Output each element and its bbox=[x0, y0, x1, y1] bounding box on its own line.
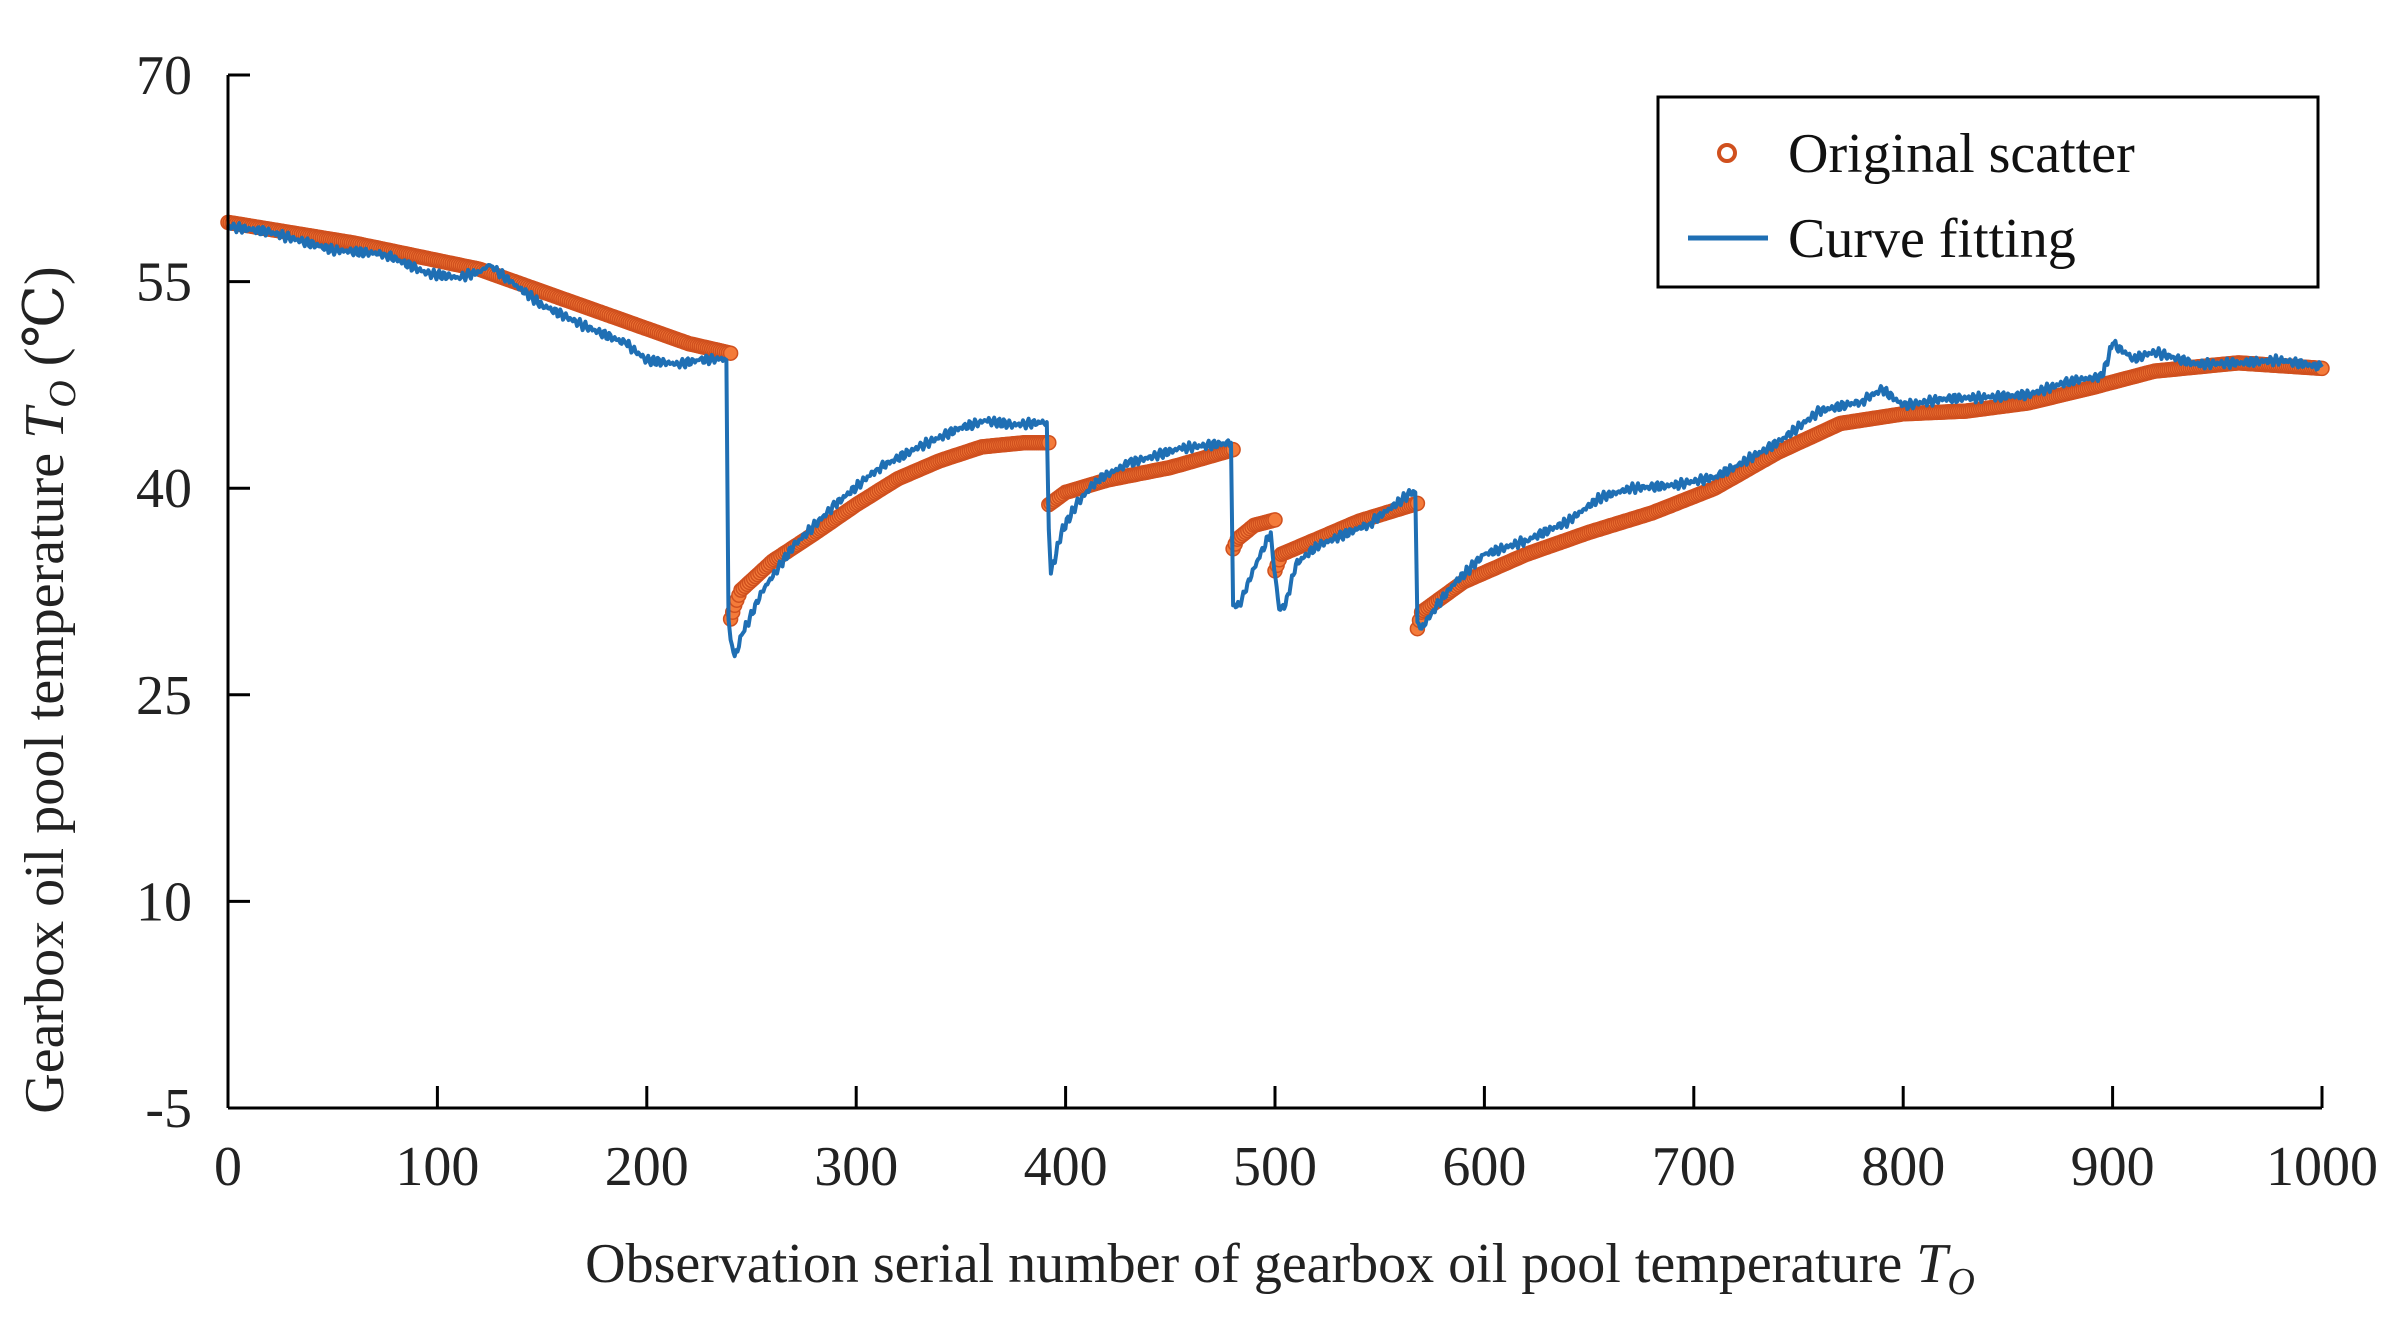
y-axis-title-var: T bbox=[14, 404, 76, 439]
fit-line bbox=[227, 221, 2324, 659]
y-tick-label: -5 bbox=[145, 1078, 192, 1140]
x-tick-label: 0 bbox=[214, 1136, 242, 1198]
legend-label-scatter: Original scatter bbox=[1788, 123, 2135, 185]
y-tick-label: 10 bbox=[136, 871, 192, 933]
scatter-point bbox=[1267, 512, 1283, 528]
y-axis-title-unit: (℃) bbox=[14, 266, 76, 380]
x-axis-title-text: Observation serial number of gearbox oil… bbox=[585, 1233, 1916, 1295]
x-tick-label: 900 bbox=[2071, 1136, 2155, 1198]
x-tick-label: 700 bbox=[1652, 1136, 1736, 1198]
x-tick-label: 1000 bbox=[2266, 1136, 2378, 1198]
legend: Original scatter Curve fitting bbox=[1656, 95, 2320, 289]
x-tick-label: 400 bbox=[1024, 1136, 1108, 1198]
y-axis-title-sub: O bbox=[42, 380, 84, 407]
legend-marker-scatter bbox=[1717, 143, 1737, 163]
y-tick-label: 70 bbox=[136, 45, 192, 107]
legend-label-line: Curve fitting bbox=[1788, 208, 2076, 270]
y-axis-title: Gearbox oil pool temperature TO (℃) bbox=[14, 266, 84, 1113]
x-axis-title-sub: O bbox=[1947, 1261, 1974, 1303]
y-axis-title-text: Gearbox oil pool temperature bbox=[14, 439, 76, 1114]
y-tick-label: 25 bbox=[136, 665, 192, 727]
scatter-point bbox=[722, 345, 739, 361]
x-tick-label: 200 bbox=[605, 1136, 689, 1198]
legend-box bbox=[1656, 95, 2320, 289]
x-tick-label: 100 bbox=[395, 1136, 479, 1198]
x-tick-label: 500 bbox=[1233, 1136, 1317, 1198]
y-tick-label: 55 bbox=[136, 252, 192, 314]
x-axis-title-var: T bbox=[1916, 1233, 1951, 1295]
y-tick-label: 40 bbox=[136, 458, 192, 520]
x-tick-label: 300 bbox=[814, 1136, 898, 1198]
x-tick-label: 800 bbox=[1861, 1136, 1945, 1198]
x-tick-label: 600 bbox=[1442, 1136, 1526, 1198]
x-axis-title: Observation serial number of gearbox oil… bbox=[585, 1233, 1975, 1303]
axes bbox=[226, 73, 2324, 1110]
fit-line-series bbox=[227, 221, 2324, 659]
